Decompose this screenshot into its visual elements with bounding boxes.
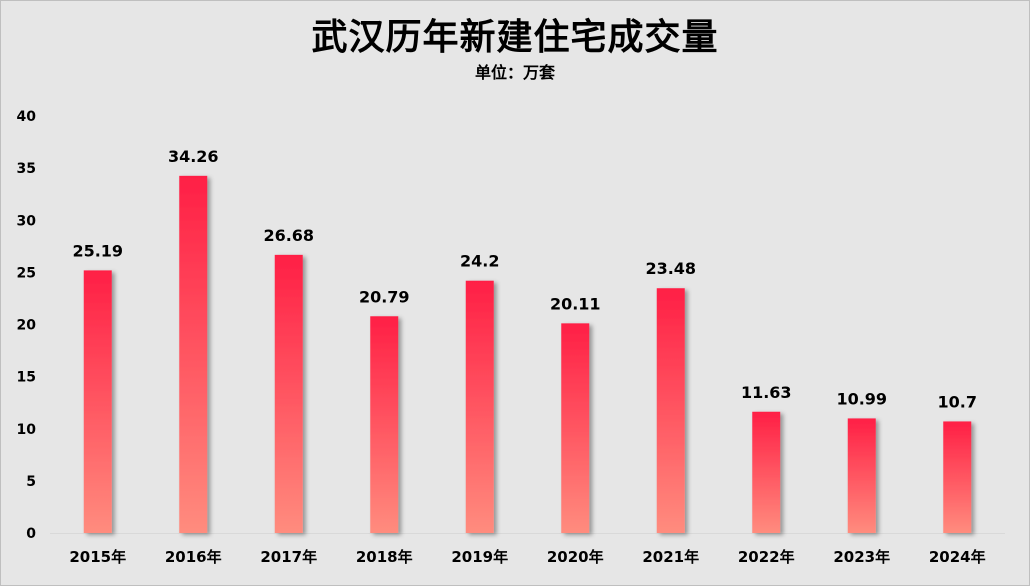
y-tick-label: 10 (17, 422, 37, 438)
y-tick-label: 35 (17, 161, 36, 177)
x-tick-label: 2024年 (929, 548, 986, 566)
y-tick-label: 5 (26, 474, 36, 490)
data-label: 23.48 (645, 259, 696, 278)
x-tick-label: 2021年 (642, 548, 699, 566)
bar-2016年 (179, 175, 208, 534)
bars-group: 25.19 34.26 26.68 20.79 24.2 20.11 23.48 11.63 1… (72, 147, 977, 534)
x-axis: 2015年 2016年 2017年 2018年 2019年 2020年 2021年 2022年… (50, 533, 1005, 566)
data-label: 26.68 (263, 226, 314, 245)
y-tick-label: 30 (17, 213, 37, 229)
bar-2020年 (561, 323, 590, 533)
data-label: 10.99 (836, 389, 887, 408)
data-label: 24.2 (460, 252, 499, 271)
y-tick-label: 0 (26, 526, 36, 542)
y-tick-label: 25 (17, 265, 36, 281)
x-tick-label: 2016年 (165, 548, 222, 566)
bar-2018年 (370, 316, 399, 533)
chart-subtitle: 单位：万套 (474, 63, 555, 82)
data-label: 25.19 (72, 241, 123, 260)
data-label: 11.63 (741, 383, 792, 402)
y-tick-label: 15 (17, 370, 36, 386)
y-tick-label: 20 (17, 318, 37, 334)
x-tick-label: 2017年 (260, 548, 317, 566)
chart-title: 武汉历年新建住宅成交量 (311, 17, 719, 58)
bar-2017年 (274, 254, 303, 533)
bar-2024年 (943, 421, 972, 533)
data-label: 34.26 (168, 147, 219, 166)
data-label: 20.79 (359, 287, 410, 306)
bar-2023年 (847, 418, 876, 533)
x-tick-label: 2018年 (356, 548, 413, 566)
x-tick-label: 2019年 (451, 548, 508, 566)
x-tick-label: 2015年 (69, 548, 126, 566)
bar-2015年 (83, 270, 112, 533)
x-tick-label: 2020年 (547, 548, 604, 566)
bar-2022年 (752, 411, 781, 533)
x-tick-label: 2023年 (833, 548, 890, 566)
data-label: 10.7 (938, 392, 977, 411)
bar-2019年 (465, 280, 494, 533)
y-tick-label: 40 (17, 109, 37, 125)
bar-2021年 (656, 288, 685, 533)
y-axis: 0 5 10 15 20 25 30 35 40 (17, 109, 37, 542)
x-tick-label: 2022年 (738, 548, 795, 566)
data-label: 20.11 (550, 294, 601, 313)
